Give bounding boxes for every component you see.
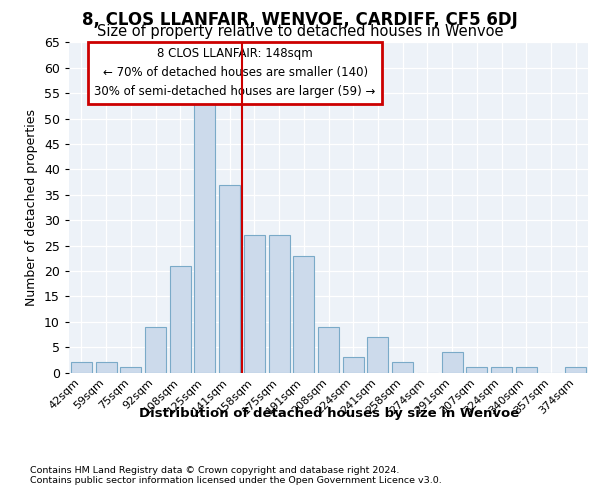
Bar — [343, 358, 364, 372]
Text: 8, CLOS LLANFAIR, WENVOE, CARDIFF, CF5 6DJ: 8, CLOS LLANFAIR, WENVOE, CARDIFF, CF5 6… — [82, 11, 518, 29]
Bar — [293, 256, 314, 372]
Bar — [194, 104, 215, 372]
Bar — [71, 362, 92, 372]
Text: Contains public sector information licensed under the Open Government Licence v3: Contains public sector information licen… — [30, 476, 442, 485]
Y-axis label: Number of detached properties: Number of detached properties — [25, 109, 38, 306]
Bar — [120, 368, 141, 372]
Bar — [442, 352, 463, 372]
Bar — [170, 266, 191, 372]
Text: Size of property relative to detached houses in Wenvoe: Size of property relative to detached ho… — [97, 24, 503, 39]
Bar — [244, 236, 265, 372]
Bar — [466, 368, 487, 372]
Bar — [269, 236, 290, 372]
Bar — [516, 368, 537, 372]
Bar — [565, 368, 586, 372]
Text: Contains HM Land Registry data © Crown copyright and database right 2024.: Contains HM Land Registry data © Crown c… — [30, 466, 400, 475]
Bar — [95, 362, 116, 372]
Bar — [367, 337, 388, 372]
Text: 8 CLOS LLANFAIR: 148sqm
← 70% of detached houses are smaller (140)
30% of semi-d: 8 CLOS LLANFAIR: 148sqm ← 70% of detache… — [94, 48, 376, 98]
Bar — [491, 368, 512, 372]
Bar — [219, 184, 240, 372]
Bar — [145, 327, 166, 372]
Bar — [392, 362, 413, 372]
Bar — [318, 327, 339, 372]
Text: Distribution of detached houses by size in Wenvoe: Distribution of detached houses by size … — [139, 408, 519, 420]
